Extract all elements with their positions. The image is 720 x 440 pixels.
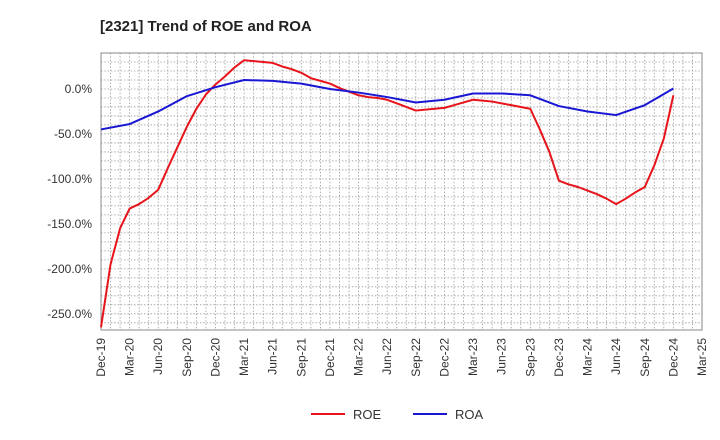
x-tick-label: Mar-20: [123, 338, 137, 376]
x-tick-label: Mar-25: [695, 338, 709, 376]
x-tick-label: Dec-24: [666, 338, 680, 377]
y-axis: 0.0% -50.0% -100.0% -150.0% -200.0% -250.0%: [47, 82, 92, 321]
x-tick-label: Sep-21: [294, 338, 308, 377]
x-tick-label: Dec-19: [94, 338, 108, 377]
x-tick-label: Jun-21: [266, 338, 280, 375]
x-tick-label: Dec-22: [437, 338, 451, 377]
legend-label-roa: ROA: [455, 407, 484, 422]
legend-label-roe: ROE: [353, 407, 382, 422]
chart-title: [2321] Trend of ROE and ROA: [100, 18, 312, 35]
series-line-roa: [100, 78, 674, 131]
y-tick-label: -100.0%: [47, 172, 92, 186]
y-tick-label: -50.0%: [54, 127, 92, 141]
x-tick-label: Jun-24: [609, 338, 623, 375]
x-tick-label: Dec-20: [208, 338, 222, 377]
plot-frame: [100, 52, 703, 331]
x-tick-label: Dec-21: [323, 338, 337, 377]
x-tick-label: Jun-20: [151, 338, 165, 375]
y-tick-label: -150.0%: [47, 217, 92, 231]
x-tick-label: Sep-20: [180, 338, 194, 377]
y-tick-label: -250.0%: [47, 307, 92, 321]
x-tick-label: Mar-22: [352, 338, 366, 376]
x-tick-label: Sep-24: [638, 338, 652, 377]
x-tick-label: Sep-23: [523, 338, 537, 377]
series-line-roe: [100, 59, 675, 328]
y-tick-label: -200.0%: [47, 262, 92, 276]
x-tick-label: Mar-23: [466, 338, 480, 376]
x-tick-label: Jun-23: [495, 338, 509, 375]
grid-lines: [101, 53, 702, 330]
legend: ROE ROA: [311, 407, 484, 422]
y-tick-label: 0.0%: [65, 82, 93, 96]
x-tick-label: Jun-22: [380, 338, 394, 375]
x-tick-label: Mar-24: [581, 338, 595, 376]
x-axis: Dec-19 Mar-20 Jun-20 Sep-20 Dec-20 Mar-21 Jun-…: [94, 338, 709, 377]
series-lines: [100, 59, 675, 328]
x-tick-label: Mar-21: [237, 338, 251, 376]
x-tick-label: Dec-23: [552, 338, 566, 377]
x-tick-label: Sep-22: [409, 338, 423, 377]
